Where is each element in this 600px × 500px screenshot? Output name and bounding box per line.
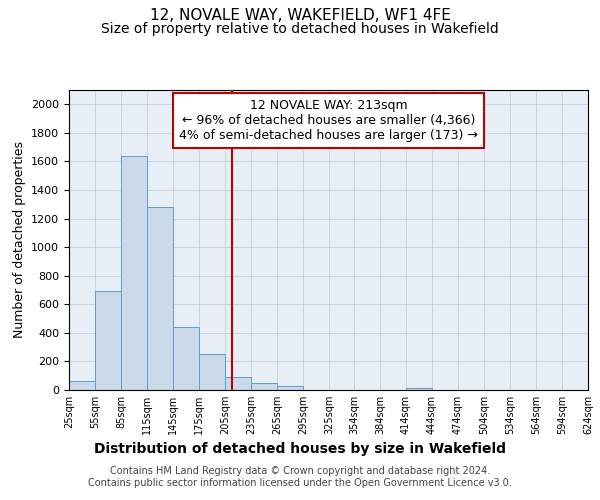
Bar [173,327,199,390]
Bar [95,292,121,390]
Text: Contains HM Land Registry data © Crown copyright and database right 2024.
Contai: Contains HM Land Registry data © Crown c… [88,466,512,487]
Text: Distribution of detached houses by size in Wakefield: Distribution of detached houses by size … [94,442,506,456]
Bar [69,380,95,390]
Bar [406,388,432,390]
Bar [277,386,303,390]
Text: Size of property relative to detached houses in Wakefield: Size of property relative to detached ho… [101,22,499,36]
Bar [251,383,277,390]
Text: 12, NOVALE WAY, WAKEFIELD, WF1 4FE: 12, NOVALE WAY, WAKEFIELD, WF1 4FE [149,8,451,22]
Y-axis label: Number of detached properties: Number of detached properties [13,142,26,338]
Bar [225,377,251,390]
Bar [121,156,147,390]
Bar [199,354,225,390]
Text: 12 NOVALE WAY: 213sqm
← 96% of detached houses are smaller (4,366)
4% of semi-de: 12 NOVALE WAY: 213sqm ← 96% of detached … [179,99,478,142]
Bar [147,207,173,390]
